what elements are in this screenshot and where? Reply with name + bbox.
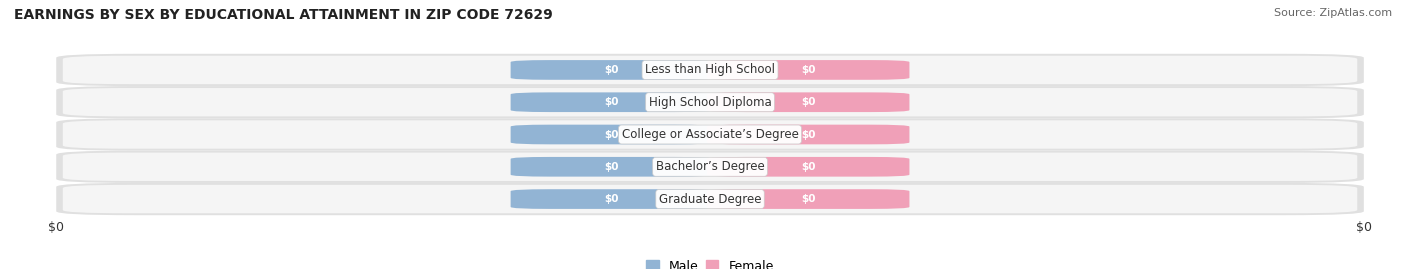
FancyBboxPatch shape bbox=[56, 151, 1364, 183]
FancyBboxPatch shape bbox=[707, 125, 910, 144]
FancyBboxPatch shape bbox=[63, 88, 1357, 116]
FancyBboxPatch shape bbox=[510, 92, 713, 112]
Text: Graduate Degree: Graduate Degree bbox=[659, 193, 761, 206]
FancyBboxPatch shape bbox=[707, 60, 910, 80]
Text: EARNINGS BY SEX BY EDUCATIONAL ATTAINMENT IN ZIP CODE 72629: EARNINGS BY SEX BY EDUCATIONAL ATTAINMEN… bbox=[14, 8, 553, 22]
Text: $0: $0 bbox=[605, 97, 619, 107]
Text: $0: $0 bbox=[801, 162, 815, 172]
FancyBboxPatch shape bbox=[56, 86, 1364, 118]
Text: $0: $0 bbox=[801, 65, 815, 75]
FancyBboxPatch shape bbox=[56, 118, 1364, 151]
FancyBboxPatch shape bbox=[707, 189, 910, 209]
Text: Bachelor’s Degree: Bachelor’s Degree bbox=[655, 160, 765, 173]
FancyBboxPatch shape bbox=[63, 56, 1357, 84]
Text: $0: $0 bbox=[801, 194, 815, 204]
Text: $0: $0 bbox=[605, 129, 619, 140]
FancyBboxPatch shape bbox=[63, 153, 1357, 181]
FancyBboxPatch shape bbox=[510, 189, 713, 209]
Text: Less than High School: Less than High School bbox=[645, 63, 775, 76]
Text: $0: $0 bbox=[801, 97, 815, 107]
Text: $0: $0 bbox=[605, 162, 619, 172]
Text: $0: $0 bbox=[605, 194, 619, 204]
FancyBboxPatch shape bbox=[510, 125, 713, 144]
Text: $0: $0 bbox=[801, 129, 815, 140]
Legend: Male, Female: Male, Female bbox=[643, 256, 778, 269]
Text: College or Associate’s Degree: College or Associate’s Degree bbox=[621, 128, 799, 141]
FancyBboxPatch shape bbox=[63, 185, 1357, 213]
Text: $0: $0 bbox=[605, 65, 619, 75]
FancyBboxPatch shape bbox=[707, 157, 910, 177]
FancyBboxPatch shape bbox=[510, 60, 713, 80]
FancyBboxPatch shape bbox=[707, 92, 910, 112]
FancyBboxPatch shape bbox=[63, 120, 1357, 149]
FancyBboxPatch shape bbox=[56, 183, 1364, 215]
Text: High School Diploma: High School Diploma bbox=[648, 96, 772, 109]
Text: Source: ZipAtlas.com: Source: ZipAtlas.com bbox=[1274, 8, 1392, 18]
FancyBboxPatch shape bbox=[56, 54, 1364, 86]
FancyBboxPatch shape bbox=[510, 157, 713, 177]
